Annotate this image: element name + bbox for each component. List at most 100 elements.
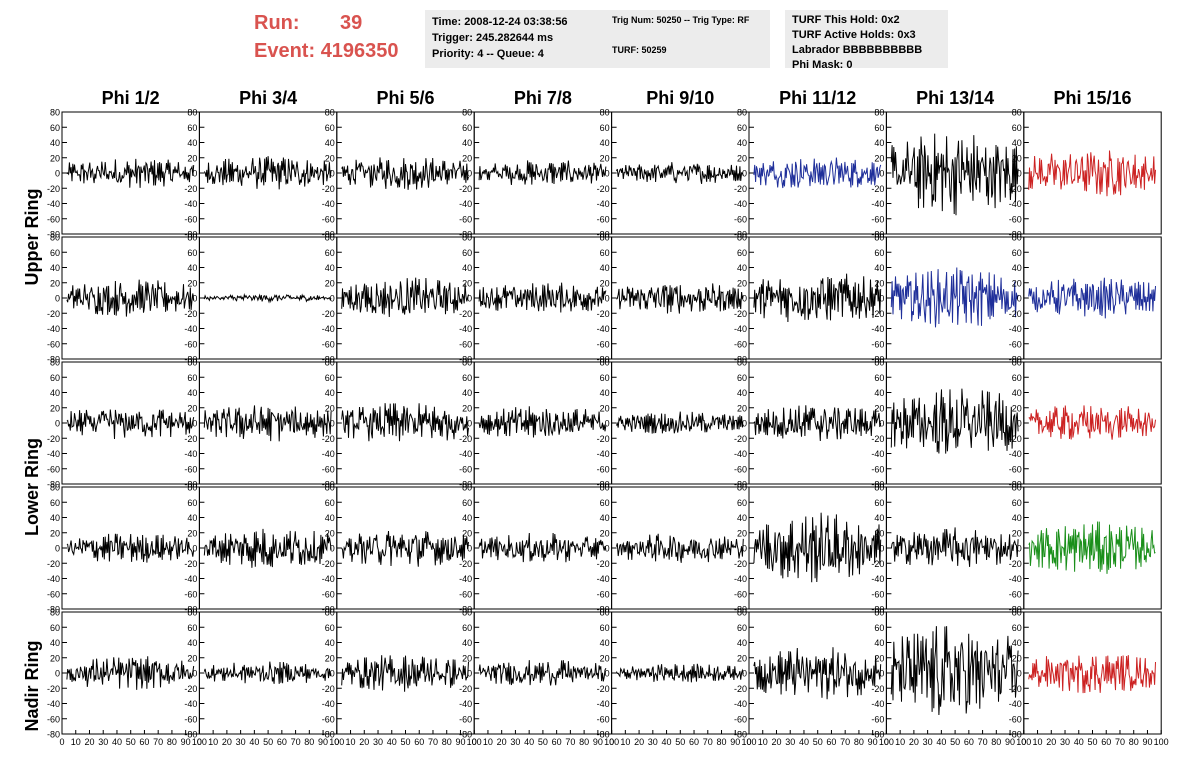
x-tick-label: 80 <box>167 737 177 747</box>
y-tick-label: 80 <box>874 233 884 243</box>
x-tick-label: 70 <box>565 737 575 747</box>
y-tick-label: -60 <box>459 714 472 724</box>
y-tick-label: -20 <box>459 434 472 444</box>
y-tick-label: -40 <box>734 699 747 709</box>
y-tick-label: -40 <box>597 324 610 334</box>
y-tick-label: -40 <box>184 449 197 459</box>
y-tick-label: -40 <box>459 199 472 209</box>
y-tick-label: 60 <box>325 623 335 633</box>
run-value: 39 <box>340 12 363 34</box>
x-tick-label: 50 <box>126 737 136 747</box>
x-tick-label: 80 <box>1129 737 1139 747</box>
y-tick-label: -40 <box>184 324 197 334</box>
y-tick-label: -80 <box>184 230 197 240</box>
waveform-series <box>478 406 607 438</box>
y-tick-label: -60 <box>871 214 884 224</box>
waveform-series <box>203 661 332 684</box>
y-tick-label: 20 <box>462 403 472 413</box>
waveform-series <box>66 409 195 440</box>
y-tick-label: -40 <box>184 574 197 584</box>
y-tick-label: 40 <box>462 638 472 648</box>
y-tick-label: 0 <box>192 544 197 554</box>
y-tick-label: -40 <box>734 324 747 334</box>
y-tick-label: 0 <box>192 294 197 304</box>
y-tick-label: 80 <box>187 108 197 118</box>
y-tick-label: 20 <box>325 653 335 663</box>
y-tick-label: -80 <box>1009 730 1022 740</box>
y-tick-label: -40 <box>597 199 610 209</box>
y-tick-label: -40 <box>597 449 610 459</box>
y-tick-label: -40 <box>871 199 884 209</box>
y-tick-label: -20 <box>322 684 335 694</box>
waveform-series <box>1028 405 1156 440</box>
x-tick-label: 40 <box>662 737 672 747</box>
y-tick-label: 0 <box>55 544 60 554</box>
y-tick-label: -40 <box>1009 324 1022 334</box>
y-tick-label: -20 <box>734 684 747 694</box>
y-tick-label: 60 <box>50 123 60 133</box>
y-tick-label: 80 <box>50 233 60 243</box>
y-tick-label: 0 <box>55 419 60 429</box>
y-tick-label: 20 <box>600 278 610 288</box>
y-tick-label: 40 <box>1012 263 1022 273</box>
y-tick-label: 40 <box>1012 138 1022 148</box>
y-tick-label: 20 <box>737 278 747 288</box>
y-tick-label: 80 <box>50 358 60 368</box>
column-header: Phi 5/6 <box>376 88 434 108</box>
y-tick-label: -20 <box>734 309 747 319</box>
y-tick-label: -60 <box>322 589 335 599</box>
x-tick-label: 90 <box>1005 737 1015 747</box>
x-tick-label: 20 <box>359 737 369 747</box>
waveform-series <box>616 283 744 314</box>
y-tick-label: 20 <box>600 528 610 538</box>
x-tick-label: 90 <box>455 737 465 747</box>
x-tick-label: 90 <box>1142 737 1152 747</box>
y-tick-label: 60 <box>737 248 747 258</box>
y-tick-label: 0 <box>467 669 472 679</box>
x-tick-label: 100 <box>1016 737 1031 747</box>
x-tick-label: 80 <box>991 737 1001 747</box>
y-tick-label: 0 <box>742 544 747 554</box>
y-tick-label: -40 <box>871 699 884 709</box>
x-tick-label: 50 <box>675 737 685 747</box>
y-tick-label: -40 <box>322 449 335 459</box>
y-tick-label: -40 <box>47 574 60 584</box>
y-tick-label: 60 <box>187 623 197 633</box>
y-tick-label: -20 <box>47 559 60 569</box>
waveform-series <box>616 411 744 434</box>
y-tick-label: 20 <box>1012 653 1022 663</box>
x-tick-label: 70 <box>703 737 713 747</box>
x-tick-label: 90 <box>593 737 603 747</box>
x-tick-label: 10 <box>758 737 768 747</box>
y-tick-label: 20 <box>1012 403 1022 413</box>
y-tick-label: 20 <box>874 403 884 413</box>
y-tick-label: -60 <box>734 714 747 724</box>
waveform-series <box>203 405 332 442</box>
waveform-series <box>478 160 607 186</box>
y-tick-label: -20 <box>322 434 335 444</box>
y-tick-label: -80 <box>597 355 610 365</box>
y-tick-label: -40 <box>322 699 335 709</box>
y-tick-label: 20 <box>50 153 60 163</box>
y-tick-label: 80 <box>325 233 335 243</box>
y-tick-label: -80 <box>871 355 884 365</box>
x-tick-label: 40 <box>799 737 809 747</box>
y-tick-label: 0 <box>605 544 610 554</box>
x-tick-label: 40 <box>249 737 259 747</box>
x-tick-label: 10 <box>346 737 356 747</box>
labrador-line: Labrador BBBBBBBBBB <box>792 44 923 56</box>
y-tick-label: -60 <box>322 464 335 474</box>
y-tick-label: -80 <box>597 605 610 615</box>
y-tick-label: -20 <box>322 184 335 194</box>
y-tick-label: -40 <box>459 574 472 584</box>
column-header: Phi 11/12 <box>779 88 856 108</box>
x-tick-label: 100 <box>192 737 207 747</box>
turf-line: TURF: 50259 <box>612 45 667 55</box>
y-tick-label: -20 <box>597 309 610 319</box>
x-tick-label: 60 <box>826 737 836 747</box>
y-tick-label: -80 <box>322 355 335 365</box>
y-tick-label: 40 <box>325 138 335 148</box>
y-tick-label: -80 <box>47 605 60 615</box>
x-tick-label: 30 <box>1060 737 1070 747</box>
y-tick-label: 0 <box>467 294 472 304</box>
